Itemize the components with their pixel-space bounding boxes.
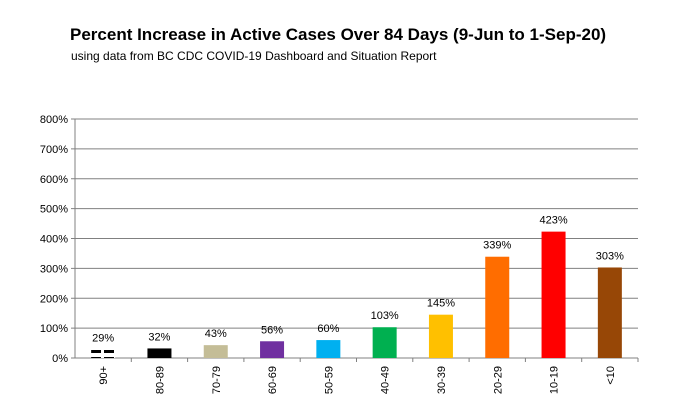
y-tick-label: 200%: [40, 293, 68, 305]
chart-subtitle: using data from BC CDC COVID-19 Dashboar…: [71, 49, 437, 63]
bar-2029: [485, 256, 510, 358]
y-tick-label: 800%: [40, 114, 68, 126]
data-label: 145%: [427, 298, 455, 310]
y-tick-label: 100%: [40, 323, 68, 335]
x-tick-label: 40-49: [380, 366, 392, 394]
x-tick-label: 70-79: [211, 366, 223, 394]
bar-90: [91, 349, 116, 358]
bar-6069: [260, 341, 285, 358]
bar-7079: [203, 345, 228, 358]
y-tick-label: 500%: [40, 204, 68, 216]
x-tick-label: 20-29: [492, 366, 504, 394]
y-tick-label: 400%: [40, 234, 68, 246]
data-label: 103%: [371, 310, 399, 322]
x-tick-label: 60-69: [267, 366, 279, 394]
x-tick-label: <10: [605, 366, 617, 385]
data-label: 43%: [205, 328, 227, 340]
data-label: 423%: [539, 215, 567, 227]
bar-1019: [541, 231, 566, 358]
y-tick-label: 300%: [40, 263, 68, 275]
x-tick-label: 30-39: [436, 366, 448, 394]
data-label: 56%: [261, 324, 283, 336]
chart-title: Percent Increase in Active Cases Over 84…: [70, 25, 607, 44]
bar-8089: [147, 348, 172, 358]
bar-10: [597, 267, 622, 358]
data-label: 32%: [148, 331, 170, 343]
y-tick-label: 700%: [40, 144, 68, 156]
y-tick-label: 0%: [52, 353, 68, 365]
x-tick-label: 10-19: [549, 366, 561, 394]
data-label: 60%: [317, 323, 339, 335]
bar-4049: [372, 327, 397, 358]
x-tick-label: 80-89: [154, 366, 166, 394]
data-label: 303%: [596, 250, 624, 262]
data-label: 29%: [92, 332, 114, 344]
data-label: 339%: [483, 240, 511, 252]
x-tick-label: 50-59: [323, 366, 335, 394]
x-tick-label: 90+: [98, 366, 110, 385]
bar-5059: [316, 340, 341, 358]
y-tick-label: 600%: [40, 174, 68, 186]
bar-3039: [428, 314, 453, 358]
